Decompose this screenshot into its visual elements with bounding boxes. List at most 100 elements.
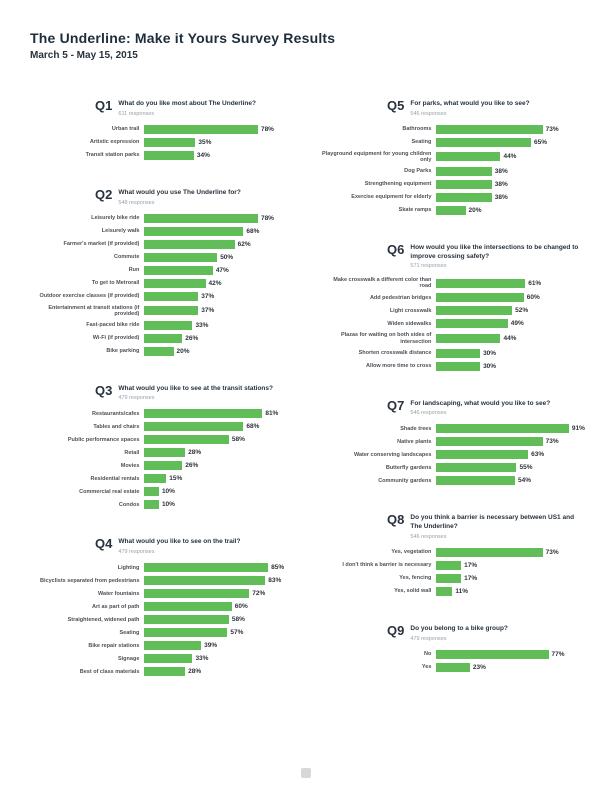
question-title: Do you think a barrier is necessary betw… bbox=[410, 514, 575, 531]
bar bbox=[436, 450, 529, 460]
bar-row: Commercial real estate 10% bbox=[30, 487, 290, 497]
bar-row: Farmer's market (if provided) 62% bbox=[30, 239, 290, 249]
chart-q3: Q3 What would you like to see at the tran… bbox=[30, 384, 290, 514]
bar-label: Transit station parks bbox=[85, 152, 140, 159]
bar-value: 52% bbox=[515, 307, 529, 315]
question-number: Q8 bbox=[387, 512, 405, 528]
chart-header: Q1 What do you like most about The Underl… bbox=[30, 99, 290, 117]
bar-track: 38% bbox=[436, 179, 582, 189]
bar-label: Widen sidewalks bbox=[387, 320, 432, 327]
bar bbox=[436, 586, 453, 596]
bar-row: Add pedestrian bridges 60% bbox=[322, 293, 582, 303]
bar bbox=[144, 628, 228, 638]
bar-track: 73% bbox=[436, 124, 582, 134]
bar-row: Leisurely bike ride 78% bbox=[30, 213, 290, 223]
bar-value: 26% bbox=[185, 334, 199, 342]
bar-row: Residential rentals 15% bbox=[30, 474, 290, 484]
bar-value: 58% bbox=[231, 616, 245, 624]
bar-track: 65% bbox=[436, 137, 582, 147]
question-title: For parks, what would you like to see? bbox=[410, 100, 530, 107]
question-title-wrap: What would you like to see on the trail?… bbox=[118, 537, 290, 555]
bar bbox=[436, 662, 470, 672]
chart-q1: Q1 What do you like most about The Underl… bbox=[30, 99, 290, 164]
question-title: How would you like the intersections to … bbox=[410, 243, 579, 260]
bar-value: 73% bbox=[545, 438, 559, 446]
bar-track: 83% bbox=[144, 576, 290, 586]
bar-track: 15% bbox=[144, 474, 290, 484]
bar-label: Add pedestrian bridges bbox=[369, 294, 432, 301]
bar-label: I don't think a barrier is necessary bbox=[342, 562, 432, 569]
bar-label: Condos bbox=[118, 501, 140, 508]
bar-label: Lighting bbox=[117, 564, 140, 571]
chart-q4: Q4 What would you like to see on the trai… bbox=[30, 537, 290, 680]
bar-track: 52% bbox=[436, 306, 582, 316]
bar bbox=[144, 667, 186, 677]
bar bbox=[144, 615, 229, 625]
bar bbox=[144, 320, 193, 330]
bar-value: 10% bbox=[161, 501, 175, 509]
bar-label: Exercise equipment for elderly bbox=[351, 194, 432, 201]
question-title: For landscaping, what would you like to … bbox=[410, 399, 551, 407]
bar-track: 10% bbox=[144, 487, 290, 497]
bar-track: 20% bbox=[144, 346, 290, 356]
bar bbox=[436, 573, 462, 583]
bar-label: Straightened, widened path bbox=[67, 616, 140, 623]
bar bbox=[144, 602, 232, 612]
bar-row: Art as part of path 60% bbox=[30, 602, 290, 612]
bar-row: Best of class materials 28% bbox=[30, 667, 290, 677]
bar bbox=[144, 448, 186, 458]
bar-label: Farmer's market (if provided) bbox=[63, 241, 140, 247]
bar-value: 63% bbox=[531, 451, 545, 459]
bar bbox=[436, 334, 501, 344]
bar-label: Commute bbox=[114, 254, 140, 260]
bar-label: No bbox=[424, 651, 432, 658]
bar-track: 23% bbox=[436, 662, 582, 672]
chart-header: Q8 Do you think a barrier is necessary be… bbox=[322, 513, 582, 540]
bar-track: 54% bbox=[436, 476, 582, 486]
question-title: Do you belong to a bike group? bbox=[410, 624, 508, 632]
bar bbox=[144, 239, 235, 249]
bar-value: 47% bbox=[215, 266, 229, 274]
bar bbox=[436, 476, 516, 486]
question-title: What would you use The Underline for? bbox=[118, 188, 241, 196]
bar-row: Shade trees 91% bbox=[322, 424, 585, 434]
bar-track: 20% bbox=[436, 205, 582, 215]
bar-row: Condos 10% bbox=[30, 500, 290, 510]
bar-value: 15% bbox=[169, 475, 183, 483]
bar-label: Bike repair stations bbox=[88, 642, 140, 649]
bar bbox=[144, 487, 159, 497]
bar bbox=[144, 474, 167, 484]
response-count: 479 responses bbox=[118, 395, 155, 402]
question-title-wrap: Do you belong to a bike group? 479 respon… bbox=[410, 624, 582, 642]
bar-row: Water conserving landscapes 63% bbox=[322, 450, 582, 460]
bar-label: Bike parking bbox=[106, 348, 140, 355]
bar-label: Movies bbox=[120, 462, 140, 469]
bar-track: 44% bbox=[436, 152, 582, 162]
bar-label: Plazas for waiting on both sides of inte… bbox=[340, 332, 432, 345]
bar-label: To get to Metrorail bbox=[91, 280, 140, 286]
bar-track: 26% bbox=[144, 333, 290, 343]
bar-row: Public performance spaces 58% bbox=[30, 435, 290, 445]
bar bbox=[436, 424, 569, 434]
bar-value: 50% bbox=[220, 253, 234, 261]
bar-label: Tables and chairs bbox=[93, 423, 140, 430]
page-title: The Underline: Make it Yours Survey Resu… bbox=[30, 30, 336, 46]
bar-row: Yes, vegetation 73% bbox=[322, 547, 582, 557]
bar-row: Artistic expression 35% bbox=[30, 137, 290, 147]
bar-value: 10% bbox=[161, 488, 175, 496]
bar-value: 44% bbox=[503, 335, 517, 343]
bar bbox=[144, 435, 229, 445]
bar-label: Residential rentals bbox=[90, 475, 140, 482]
bar-value: 60% bbox=[234, 603, 248, 611]
bar-track: 38% bbox=[436, 166, 582, 176]
bar-track: 61% bbox=[436, 278, 582, 288]
bar-row: Bathrooms 73% bbox=[322, 124, 582, 134]
bar-row: Yes, solid wall 11% bbox=[322, 586, 582, 596]
bar-label: Artistic expression bbox=[89, 139, 140, 146]
bar bbox=[436, 179, 492, 189]
bar bbox=[144, 265, 213, 275]
question-title-wrap: What would you like to see at the transi… bbox=[118, 384, 290, 402]
bar-label: Entertainment at transit stations (if pr… bbox=[48, 304, 140, 317]
bar-value: 72% bbox=[252, 590, 266, 598]
chart-header: Q5 For parks, what would you like to see?… bbox=[322, 99, 582, 117]
